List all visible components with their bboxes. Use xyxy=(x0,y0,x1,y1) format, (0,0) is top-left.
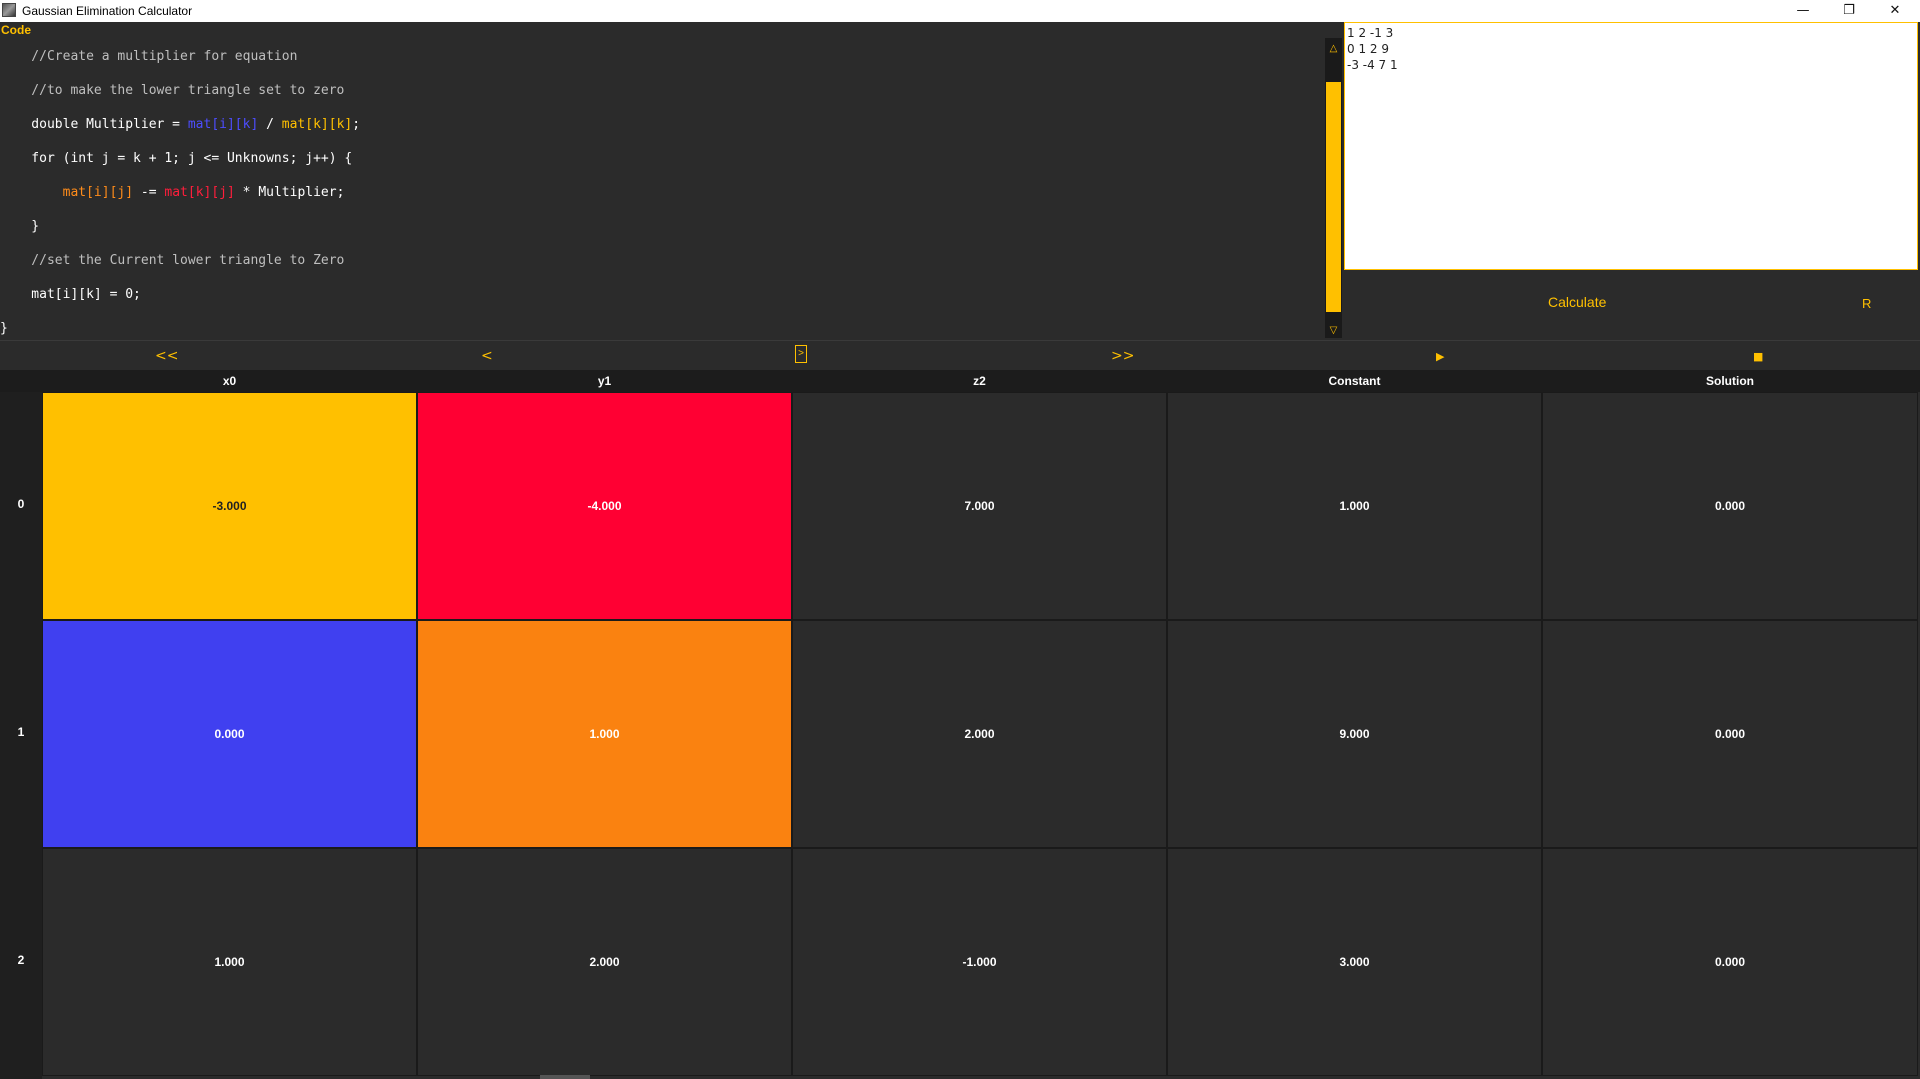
code-line: //Create a multiplier for equation xyxy=(0,49,298,64)
matrix-cell[interactable]: 7.000 xyxy=(792,392,1167,620)
matrix-cell[interactable]: 9.000 xyxy=(1167,620,1542,848)
next-step-button[interactable]: > xyxy=(795,345,807,363)
scroll-down-icon[interactable]: ▽ xyxy=(1329,325,1338,336)
matrix-cell[interactable]: 2.000 xyxy=(417,848,792,1076)
matrix-cell[interactable]: 1.000 xyxy=(42,848,417,1076)
code-header: Code xyxy=(1,23,31,37)
stop-icon[interactable]: ■ xyxy=(1753,350,1764,363)
column-header: z2 xyxy=(973,374,986,388)
scroll-up-icon[interactable]: △ xyxy=(1329,43,1338,54)
window-title: Gaussian Elimination Calculator xyxy=(22,4,193,18)
matrix-cell[interactable]: 3.000 xyxy=(1167,848,1542,1076)
row-header: 0 xyxy=(17,497,25,511)
step-controls: << < > >> ▶ ■ xyxy=(0,340,1920,371)
matrix-cell-pivot[interactable]: -3.000 xyxy=(42,392,417,620)
code-line: } xyxy=(0,321,8,336)
code-text: * Multiplier; xyxy=(234,185,345,200)
code-token: mat[i][j] xyxy=(62,185,134,200)
matrix-cell[interactable]: 0.000 xyxy=(1542,392,1918,620)
code-line: for (int j = k + 1; j <= Unknowns; j++) … xyxy=(0,151,353,166)
code-line: //to make the lower triangle set to zero xyxy=(0,83,345,98)
title-bar: Gaussian Elimination Calculator — ❐ ✕ xyxy=(0,0,1920,22)
row-header: 2 xyxy=(17,953,25,967)
code-text xyxy=(0,185,63,200)
code-token: mat[k][k] xyxy=(281,117,353,132)
horizontal-scroll-thumb[interactable] xyxy=(540,1075,590,1079)
row-header-strip xyxy=(0,392,42,1079)
matrix-cell[interactable]: 0.000 xyxy=(1542,620,1918,848)
code-line: mat[i][k] = 0; xyxy=(0,287,141,302)
code-token: mat[k][j] xyxy=(164,185,235,200)
prev-step-button[interactable]: < xyxy=(481,348,493,364)
row-header: 1 xyxy=(17,725,25,739)
table-header: x0 y1 z2 Constant Solution xyxy=(0,370,1920,392)
code-scrollbar[interactable]: △ ▽ xyxy=(1325,38,1342,338)
last-step-button[interactable]: >> xyxy=(1111,348,1135,364)
restore-button[interactable]: ❐ xyxy=(1843,3,1855,18)
first-step-button[interactable]: << xyxy=(155,348,179,364)
code-line: //set the Current lower triangle to Zero xyxy=(0,253,345,268)
code-token: mat[i][k] xyxy=(187,117,259,132)
matrix-cell[interactable]: 2.000 xyxy=(792,620,1167,848)
code-text: double Multiplier = xyxy=(0,117,188,132)
reset-button[interactable]: R xyxy=(1862,296,1872,311)
matrix-cell[interactable]: 1.000 xyxy=(1167,392,1542,620)
code-line: } xyxy=(0,219,40,234)
code-text: ; xyxy=(352,117,361,132)
matrix-cell[interactable]: -1.000 xyxy=(792,848,1167,1076)
code-line: double Multiplier = mat[i][k] / mat[k][k… xyxy=(0,116,360,134)
matrix-cell-eliminated[interactable]: 0.000 xyxy=(42,620,417,848)
column-header: Solution xyxy=(1706,374,1754,388)
play-icon[interactable]: ▶ xyxy=(1436,350,1445,363)
column-header: x0 xyxy=(222,374,237,388)
column-header: Constant xyxy=(1328,374,1381,388)
column-header: y1 xyxy=(597,374,612,388)
app-icon xyxy=(2,3,16,17)
calculate-button[interactable]: Calculate xyxy=(1548,294,1607,310)
matrix-input[interactable]: 1 2 -1 3 0 1 2 9 -3 -4 7 1 xyxy=(1344,22,1918,270)
code-line: mat[i][j] -= mat[k][j] * Multiplier; xyxy=(0,184,345,202)
code-text: -= xyxy=(133,185,165,200)
code-panel xyxy=(0,22,1327,340)
minimize-button[interactable]: — xyxy=(1796,3,1810,18)
matrix-cell-target[interactable]: 1.000 xyxy=(417,620,792,848)
close-button[interactable]: ✕ xyxy=(1889,3,1901,18)
matrix-cell[interactable]: 0.000 xyxy=(1542,848,1918,1076)
code-text: / xyxy=(258,117,282,132)
matrix-cell-source[interactable]: -4.000 xyxy=(417,392,792,620)
scroll-thumb[interactable] xyxy=(1326,82,1341,312)
